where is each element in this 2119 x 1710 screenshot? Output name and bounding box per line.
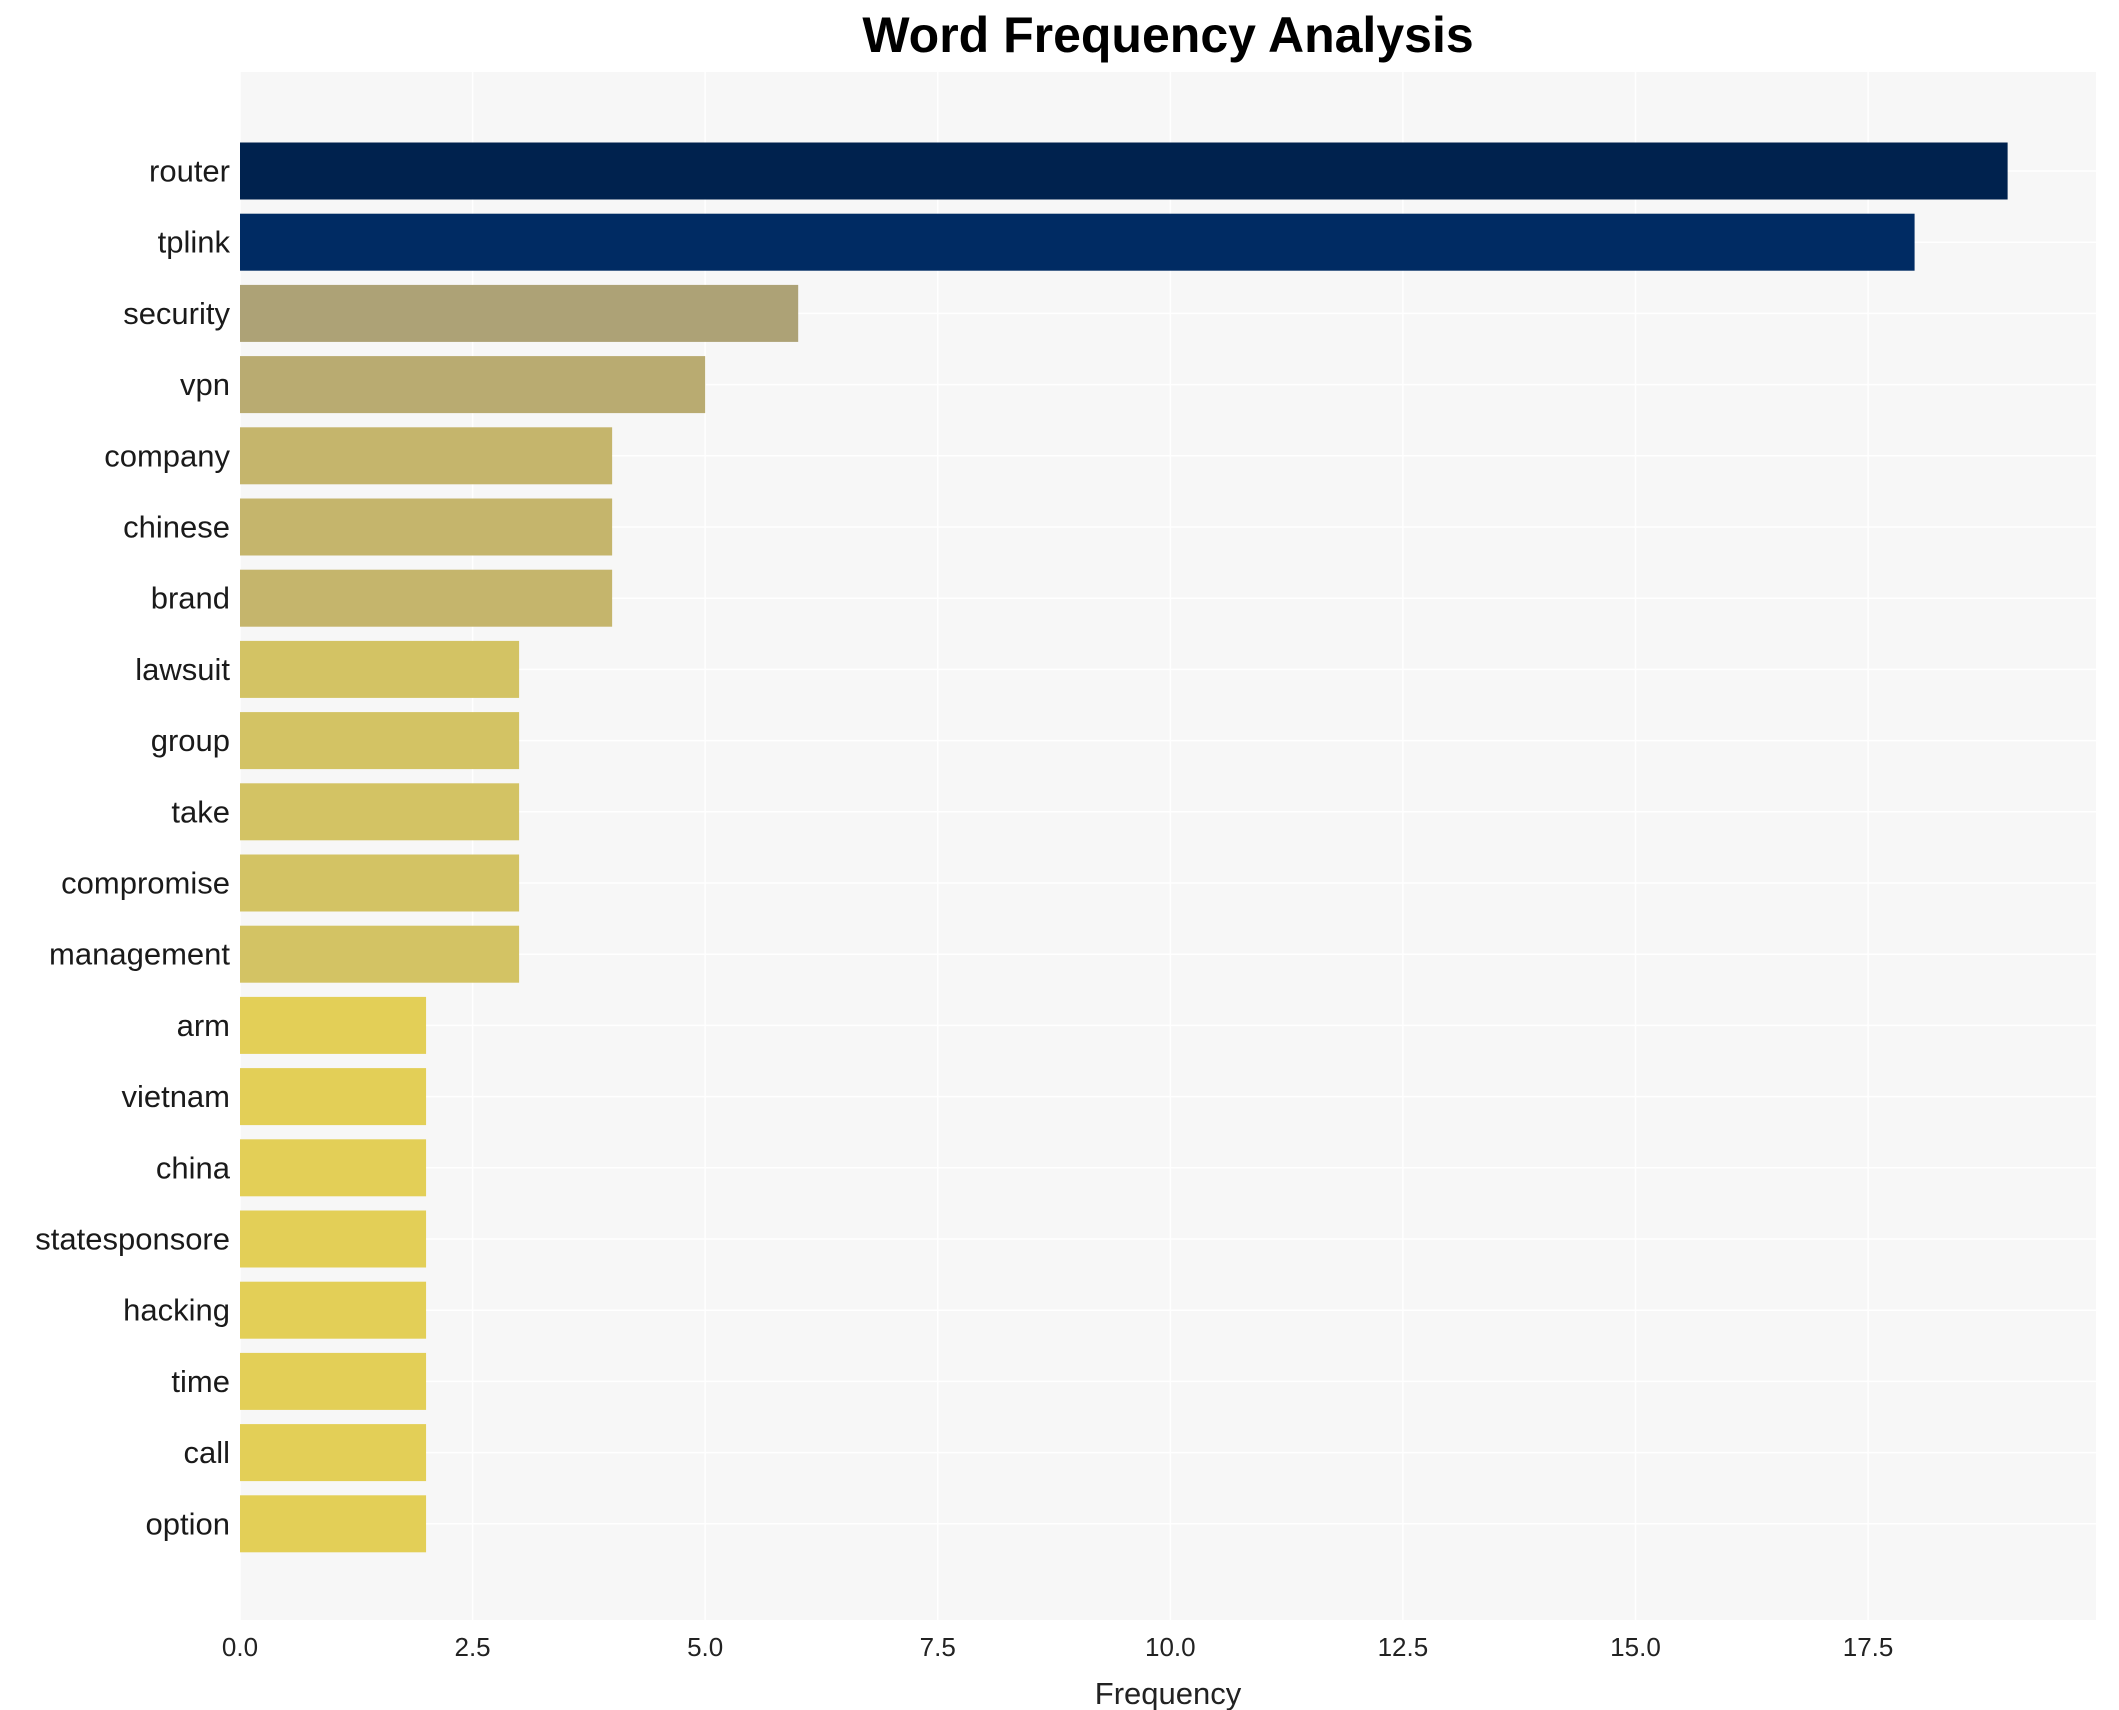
x-tick-label: 10.0 bbox=[1145, 1632, 1196, 1662]
category-label-lawsuit: lawsuit bbox=[135, 652, 230, 687]
category-label-brand: brand bbox=[151, 581, 230, 616]
bar-router bbox=[240, 142, 2008, 200]
bars bbox=[240, 142, 2008, 1553]
category-label-statesponsore: statesponsore bbox=[35, 1222, 230, 1257]
category-label-china: china bbox=[156, 1150, 231, 1185]
bar-take bbox=[240, 783, 520, 841]
bar-chinese bbox=[240, 498, 613, 556]
bar-statesponsore bbox=[240, 1210, 427, 1268]
category-label-arm: arm bbox=[177, 1008, 230, 1043]
category-label-group: group bbox=[151, 723, 230, 758]
bar-china bbox=[240, 1139, 427, 1197]
category-label-take: take bbox=[171, 794, 230, 829]
bar-company bbox=[240, 427, 613, 485]
x-axis-ticks: 0.0 2.5 5.0 7.5 10.0 12.5 15.0 17.5 bbox=[222, 1632, 1893, 1662]
bar-option bbox=[240, 1495, 427, 1553]
category-label-vpn: vpn bbox=[180, 367, 230, 402]
grid-lines bbox=[239, 72, 2096, 1620]
bar-tplink bbox=[240, 213, 1915, 271]
bar-brand bbox=[240, 569, 613, 627]
category-label-tplink: tplink bbox=[158, 225, 231, 260]
category-label-management: management bbox=[49, 937, 230, 972]
x-tick-label: 2.5 bbox=[455, 1632, 491, 1662]
x-axis-title: Frequency bbox=[1095, 1676, 1242, 1710]
x-tick-label: 5.0 bbox=[687, 1632, 723, 1662]
x-tick-label: 7.5 bbox=[920, 1632, 956, 1662]
bar-vpn bbox=[240, 356, 706, 414]
category-label-option: option bbox=[146, 1506, 230, 1541]
bar-security bbox=[240, 284, 799, 342]
category-label-chinese: chinese bbox=[123, 510, 230, 545]
category-label-company: company bbox=[104, 438, 230, 473]
bar-lawsuit bbox=[240, 640, 520, 698]
category-label-hacking: hacking bbox=[123, 1293, 230, 1328]
bar-call bbox=[240, 1424, 427, 1482]
bar-group bbox=[240, 712, 520, 770]
category-label-call: call bbox=[183, 1435, 230, 1470]
bar-vietnam bbox=[240, 1068, 427, 1126]
bar-hacking bbox=[240, 1281, 427, 1339]
category-label-compromise: compromise bbox=[61, 866, 230, 901]
x-tick-label: 15.0 bbox=[1610, 1632, 1661, 1662]
bar-management bbox=[240, 925, 520, 983]
bar-compromise bbox=[240, 854, 520, 912]
x-tick-label: 17.5 bbox=[1843, 1632, 1894, 1662]
category-labels: router tplink security vpn company chinese bra… bbox=[35, 154, 230, 1542]
category-label-security: security bbox=[123, 296, 230, 331]
category-label-router: router bbox=[149, 154, 230, 189]
bar-arm bbox=[240, 996, 427, 1054]
category-label-time: time bbox=[171, 1364, 230, 1399]
x-tick-label: 12.5 bbox=[1378, 1632, 1429, 1662]
bar-time bbox=[240, 1352, 427, 1410]
x-tick-label: 0.0 bbox=[222, 1632, 258, 1662]
chart-title: Word Frequency Analysis bbox=[862, 7, 1473, 63]
category-label-vietnam: vietnam bbox=[121, 1079, 230, 1114]
